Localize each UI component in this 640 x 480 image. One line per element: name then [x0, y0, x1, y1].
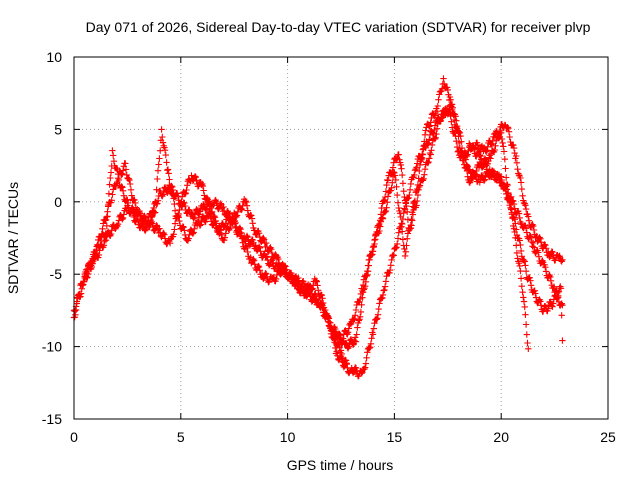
plot-frame: [73, 56, 609, 420]
x-tick-label: 10: [280, 429, 296, 445]
y-tick-labels: 10 5 0 -5 -10 -15: [42, 49, 62, 427]
chart-title: Day 071 of 2026, Sidereal Day-to-day VTE…: [86, 19, 591, 35]
x-tick-label: 25: [600, 429, 616, 445]
series-track-g: [466, 140, 566, 344]
series-track-c: [81, 172, 355, 377]
series-track-f-markers: [331, 101, 566, 352]
series-track-d-markers: [337, 75, 532, 352]
series-track-f: [331, 101, 566, 352]
data-points: [70, 75, 566, 380]
x-tick-label: 20: [493, 429, 509, 445]
series-track-a-markers: [70, 160, 344, 342]
y-tick-label: 5: [54, 121, 62, 137]
y-tick-label: -10: [42, 339, 62, 355]
series-track-b-markers: [70, 126, 350, 371]
series-track-c-markers: [81, 172, 355, 377]
axis-ticks: [73, 56, 609, 420]
y-tick-label: 10: [46, 49, 62, 65]
x-axis-title: GPS time / hours: [287, 457, 394, 473]
series-track-g-markers: [466, 140, 566, 344]
x-tick-labels: 0 5 10 15 20 25: [70, 429, 616, 445]
series-track-d: [337, 75, 532, 352]
series-track-a: [70, 160, 344, 342]
x-tick-label: 0: [70, 429, 78, 445]
y-tick-label: -5: [50, 266, 63, 282]
y-tick-label: -15: [42, 411, 62, 427]
series-track-b: [70, 126, 350, 371]
x-tick-label: 15: [387, 429, 403, 445]
series-track-e-markers: [348, 105, 566, 380]
grid-lines: [74, 57, 608, 419]
x-tick-label: 5: [177, 429, 185, 445]
series-track-e: [348, 105, 566, 380]
y-tick-label: 0: [54, 194, 62, 210]
y-axis-title: SDTVAR / TECUs: [5, 182, 21, 294]
